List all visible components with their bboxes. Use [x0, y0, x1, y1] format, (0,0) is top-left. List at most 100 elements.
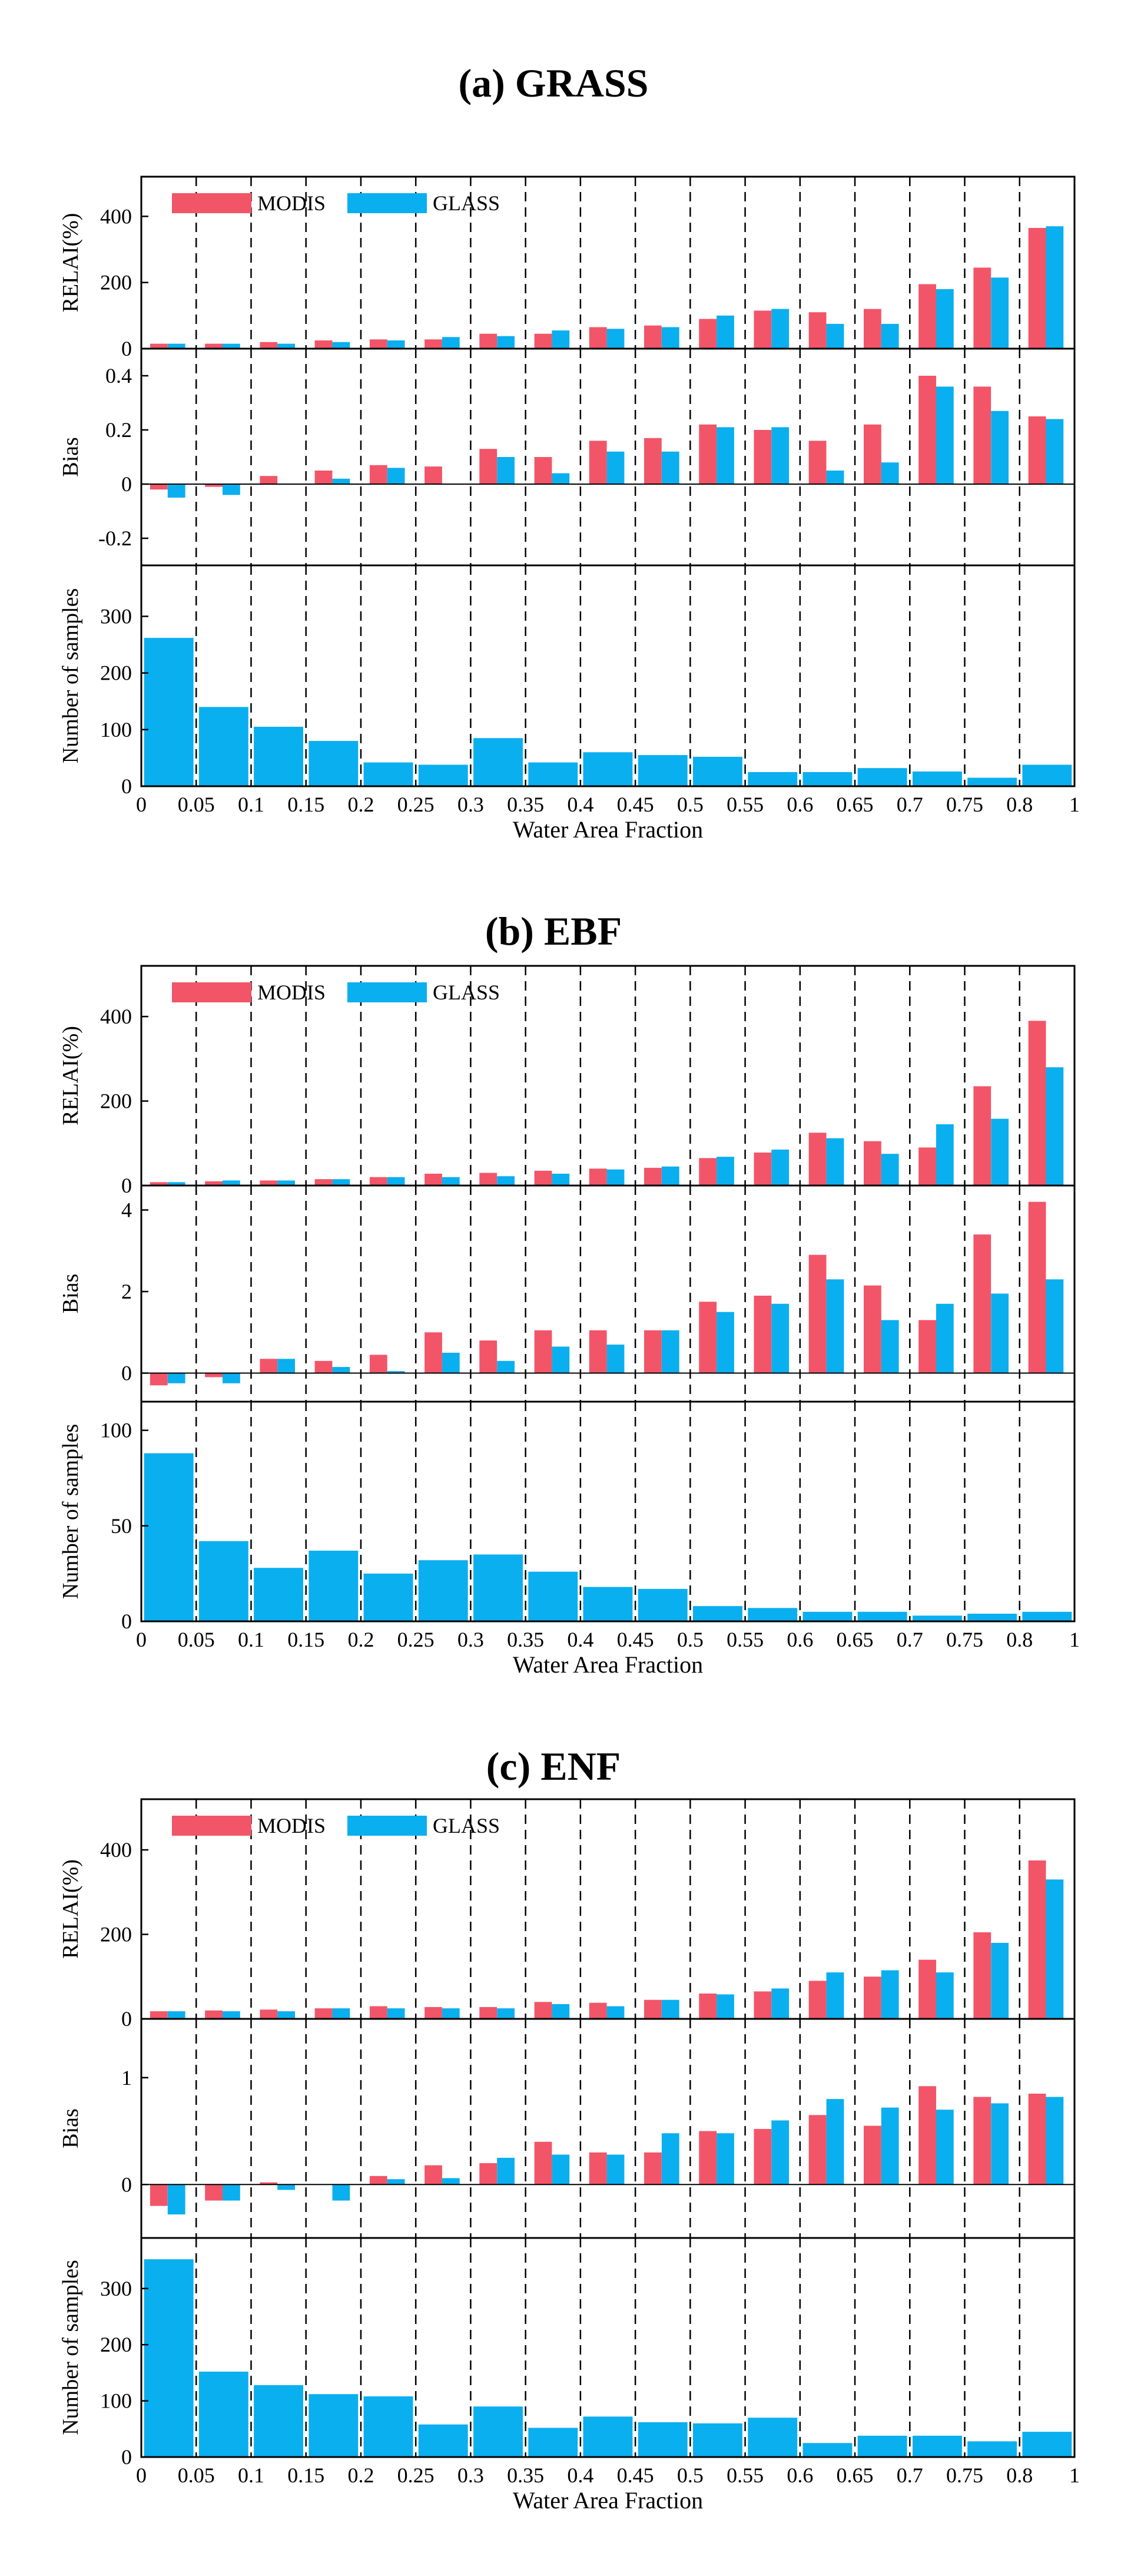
- bar-modis-bin-16: [973, 1932, 991, 2019]
- bar-modis-bin-10: [644, 1330, 662, 1373]
- bar-modis-bin-15: [918, 284, 936, 349]
- x-tick-label: 0.55: [727, 793, 764, 816]
- bar-glass-bin-9: [606, 2154, 625, 2185]
- bar-glass-bin-8: [528, 1571, 578, 1621]
- x-tick-label: 0.6: [787, 1628, 813, 1651]
- bar-modis-bin-17: [1028, 228, 1046, 349]
- x-tick-label: 0.35: [507, 2464, 544, 2487]
- bar-glass-bin-8: [552, 473, 570, 484]
- bar-glass-bin-5: [363, 2396, 413, 2457]
- panel-title: (a) GRASS: [458, 61, 648, 105]
- bar-glass-bin-11: [693, 757, 742, 786]
- bar-modis-bin-11: [699, 319, 717, 349]
- bar-glass-bin-5: [387, 1371, 405, 1373]
- bar-glass-bin-17: [1046, 2097, 1064, 2185]
- bar-glass-bin-4: [332, 478, 350, 484]
- bar-modis-bin-6: [424, 339, 442, 349]
- x-axis-label: Water Area Fraction: [513, 2487, 703, 2514]
- bar-glass-bin-6: [442, 2008, 460, 2019]
- bar-glass-bin-1: [167, 2184, 185, 2215]
- bar-modis-bin-5: [369, 465, 387, 484]
- x-tick-label: 1: [1069, 1628, 1080, 1651]
- bar-glass-bin-10: [638, 755, 688, 786]
- bar-modis-bin-2: [205, 2184, 223, 2201]
- bar-glass-bin-10: [638, 1588, 688, 1621]
- y-axis-label: Number of samples: [58, 2260, 83, 2435]
- x-tick-label: 0.15: [287, 1628, 324, 1651]
- bar-glass-bin-9: [606, 2006, 625, 2019]
- bar-glass-bin-1: [167, 1373, 185, 1383]
- bar-glass-bin-13: [826, 471, 844, 484]
- bar-modis-bin-12: [754, 2128, 772, 2185]
- bar-glass-bin-4: [309, 741, 359, 786]
- bar-modis-bin-7: [479, 1340, 498, 1373]
- x-tick-label: 0.65: [837, 2464, 874, 2487]
- bar-glass-bin-10: [661, 1330, 679, 1373]
- bar-glass-bin-14: [881, 1154, 899, 1186]
- x-tick-label: 0.8: [1006, 1628, 1033, 1651]
- bar-modis-bin-1: [150, 1373, 168, 1386]
- bar-glass-bin-11: [717, 1312, 734, 1373]
- bar-glass-bin-5: [387, 2179, 405, 2185]
- subplot-bias: 0 2 4 Bias: [58, 1184, 1076, 1403]
- bar-glass-bin-4: [332, 342, 350, 349]
- bar-glass-bin-15: [936, 1303, 954, 1373]
- bar-glass-bin-17: [1022, 764, 1072, 786]
- bar-glass-bin-16: [991, 277, 1009, 349]
- bar-modis-bin-13: [808, 1981, 827, 2019]
- x-tick-label: 1: [1069, 793, 1080, 816]
- bar-glass-bin-7: [473, 738, 523, 786]
- legend-swatch-modis: [172, 193, 251, 213]
- x-tick-label: 0.3: [457, 793, 484, 816]
- bar-modis-bin-2: [205, 484, 223, 487]
- x-tick-label: 0.1: [238, 793, 264, 816]
- bar-glass-bin-3: [254, 2385, 303, 2457]
- y-tick-label: 0: [121, 2445, 132, 2469]
- bar-glass-bin-5: [363, 762, 413, 786]
- y-axis-label: Number of samples: [58, 1424, 83, 1600]
- y-tick-label: 0: [121, 1610, 132, 1633]
- bar-glass-bin-13: [826, 323, 844, 349]
- bar-modis-bin-10: [644, 2152, 662, 2185]
- bar-modis-bin-15: [918, 1959, 936, 2019]
- bar-glass-bin-14: [881, 2107, 899, 2185]
- bar-glass-bin-16: [991, 1293, 1009, 1373]
- bar-glass-bin-2: [223, 2011, 240, 2019]
- bar-glass-bin-12: [771, 1303, 790, 1373]
- x-tick-label: 0.45: [617, 1628, 654, 1651]
- bar-glass-bin-11: [717, 315, 734, 349]
- bar-modis-bin-8: [534, 1330, 552, 1373]
- bar-glass-bin-16: [967, 2441, 1017, 2457]
- bar-modis-bin-4: [314, 2008, 333, 2019]
- x-axis-label: Water Area Fraction: [513, 816, 703, 843]
- legend-swatch-modis: [172, 982, 251, 1002]
- y-tick-label: -0.2: [98, 527, 132, 550]
- subplot-relai: 0 200 400 RELAI(%) MODIS GLASS: [58, 965, 1076, 1197]
- bar-glass-bin-3: [277, 1180, 295, 1186]
- bar-glass-bin-7: [473, 2406, 523, 2457]
- bar-modis-bin-8: [534, 2002, 552, 2019]
- y-tick-label: 4: [121, 1198, 132, 1222]
- x-tick-label: 0.2: [347, 1628, 374, 1651]
- bar-glass-bin-6: [418, 1560, 468, 1621]
- y-tick-label: 1: [121, 2066, 132, 2090]
- bar-modis-bin-8: [534, 2141, 552, 2185]
- y-tick-label: 0.4: [105, 364, 132, 388]
- bar-modis-bin-13: [808, 2115, 827, 2185]
- x-tick-label: 0.75: [946, 2464, 983, 2487]
- bar-glass-bin-17: [1046, 226, 1064, 349]
- x-tick-label: 0.05: [178, 2464, 215, 2487]
- bar-modis-bin-9: [589, 2152, 607, 2185]
- bar-glass-bin-16: [991, 1118, 1009, 1186]
- bar-glass-bin-3: [277, 2011, 295, 2019]
- subplot-bias: -0.2 0 0.2 0.4 Bias: [58, 347, 1076, 567]
- bar-glass-bin-6: [418, 2424, 468, 2457]
- x-tick-label: 0.25: [397, 1628, 435, 1651]
- bar-glass-bin-17: [1046, 1067, 1064, 1186]
- bar-glass-bin-11: [693, 2423, 742, 2457]
- bar-modis-bin-7: [479, 2007, 498, 2019]
- bar-modis-bin-1: [150, 2184, 168, 2206]
- subplot-bias: 0 1 Bias: [58, 2018, 1076, 2239]
- bar-glass-bin-9: [606, 329, 625, 349]
- bar-modis-bin-16: [973, 1234, 991, 1373]
